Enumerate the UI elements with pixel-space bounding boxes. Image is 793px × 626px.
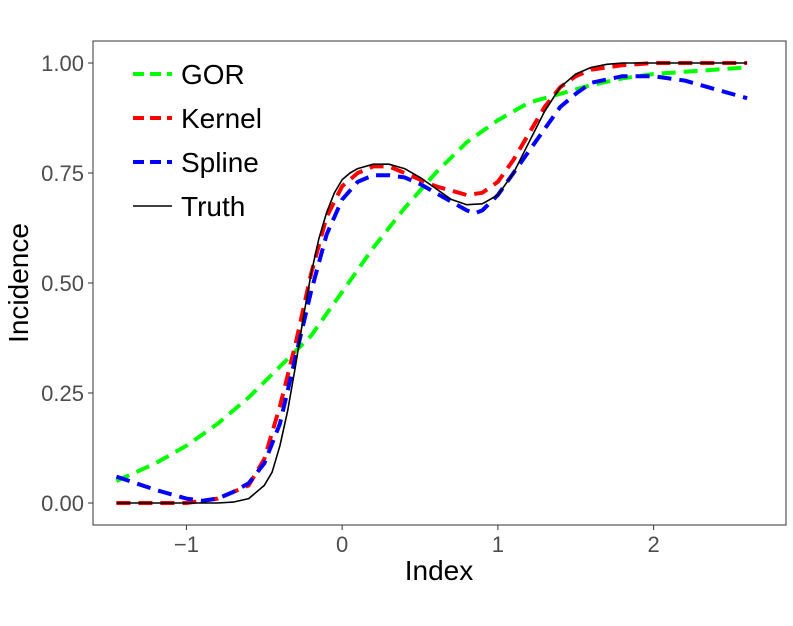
x-tick-label: 0	[336, 532, 348, 557]
x-tick-label: 2	[648, 532, 660, 557]
series-layer	[115, 61, 748, 505]
y-tick-label: 0.25	[41, 381, 84, 406]
series-line-kernel	[116, 61, 748, 505]
series-line-truth	[116, 62, 748, 504]
y-tick-label: 0.75	[41, 161, 84, 186]
y-axis-title: Incidence	[3, 223, 34, 343]
plot-panel	[92, 40, 787, 526]
series-line-spline	[115, 74, 748, 503]
x-axis-title: Index	[405, 555, 474, 586]
legend-label-kernel: Kernel	[181, 103, 262, 134]
y-tick-label: 0.00	[41, 491, 84, 516]
x-tick-label: −1	[174, 532, 199, 557]
legend-label-spline: Spline	[181, 147, 259, 178]
legend: GOR Kernel Spline Truth	[133, 59, 262, 222]
y-tick-label: 0.50	[41, 271, 84, 296]
axes: 0.00 0.25 0.50 0.75 1.00 −1 0 1 2	[41, 51, 660, 557]
x-tick-label: 1	[492, 532, 504, 557]
legend-label-truth: Truth	[181, 191, 245, 222]
legend-label-gor: GOR	[181, 59, 245, 90]
y-tick-label: 1.00	[41, 51, 84, 76]
